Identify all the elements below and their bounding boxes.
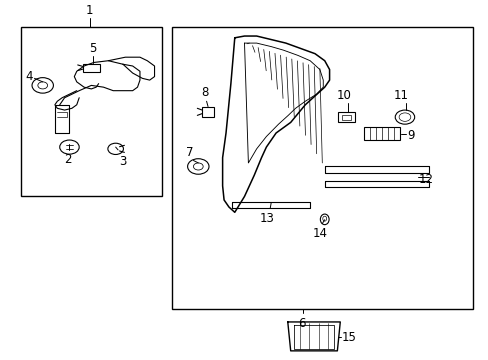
Bar <box>171 27 472 309</box>
Text: 1: 1 <box>86 4 93 17</box>
Bar <box>337 112 355 122</box>
Bar <box>341 114 351 120</box>
Text: 7: 7 <box>186 147 193 159</box>
Text: 6: 6 <box>298 318 305 330</box>
Text: 3: 3 <box>119 155 126 168</box>
Text: 11: 11 <box>393 89 408 102</box>
Text: 14: 14 <box>312 227 327 240</box>
Text: 12: 12 <box>418 173 433 186</box>
Text: 2: 2 <box>63 153 71 166</box>
Bar <box>21 27 162 197</box>
Text: 5: 5 <box>89 42 96 55</box>
Bar <box>82 63 100 72</box>
Text: 8: 8 <box>201 86 208 99</box>
Text: 13: 13 <box>260 212 274 225</box>
Bar <box>202 107 213 117</box>
Text: 4: 4 <box>26 70 33 83</box>
Text: 9: 9 <box>406 129 413 142</box>
Bar <box>363 127 399 140</box>
Text: 15: 15 <box>341 331 356 344</box>
Text: 10: 10 <box>336 89 351 102</box>
